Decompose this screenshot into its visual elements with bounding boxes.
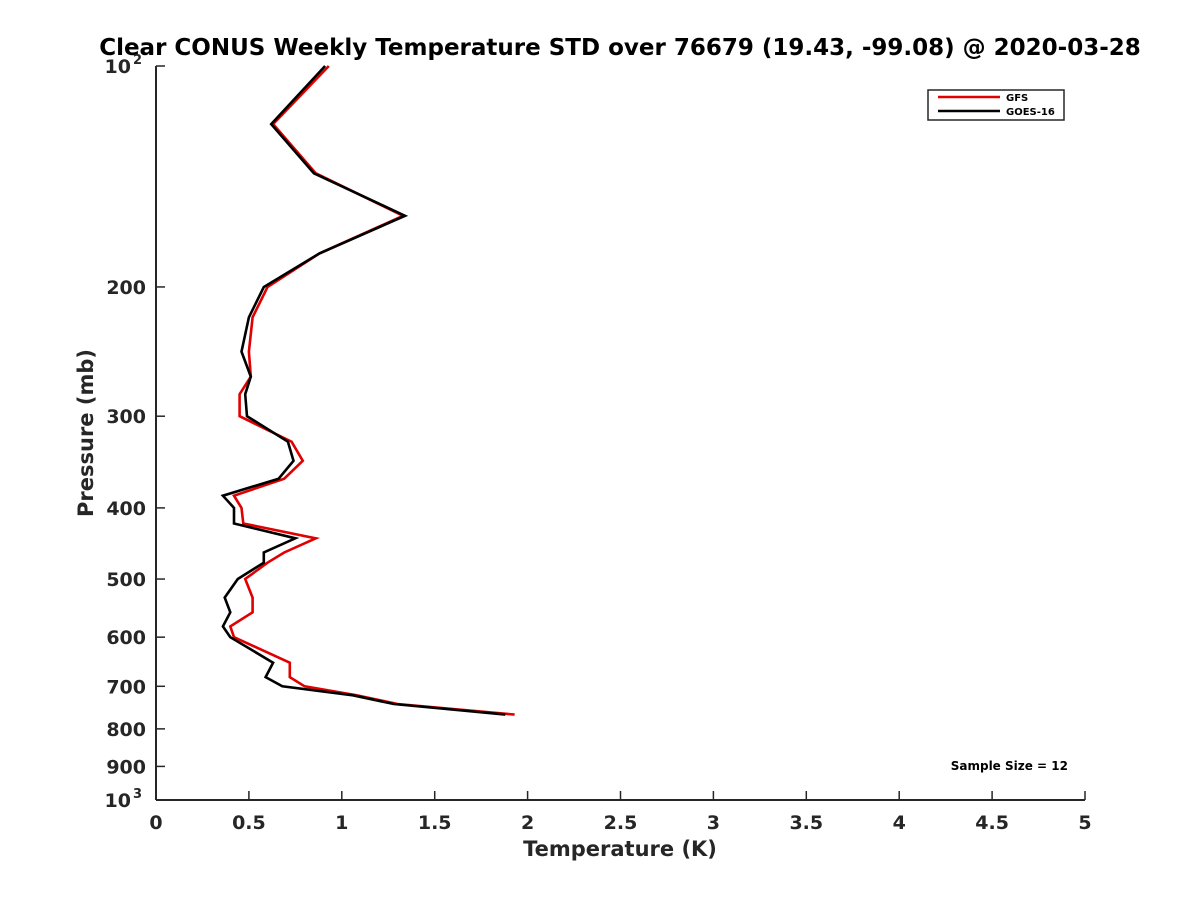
x-tick-label: 2.5 xyxy=(604,812,638,834)
x-tick-label: 3.5 xyxy=(789,812,823,834)
legend: GFS GOES-16 xyxy=(927,89,1065,121)
y-tick-label: 900 xyxy=(106,756,146,778)
x-axis-label: Temperature (K) xyxy=(523,837,717,861)
y-axis-label: Pressure (mb) xyxy=(74,349,98,517)
y-tick-label: 200 xyxy=(106,277,146,299)
x-tick-label: 5 xyxy=(1078,812,1091,834)
legend-label-gfs: GFS xyxy=(1006,93,1028,104)
series-line-goes-16 xyxy=(220,65,506,716)
x-tick-label: 4.5 xyxy=(975,812,1009,834)
legend-label-goes16: GOES-16 xyxy=(1006,107,1055,118)
x-tick-label: 2 xyxy=(521,812,534,834)
y-tick-label: 300 xyxy=(106,406,146,428)
y-tick-label: 800 xyxy=(106,719,146,741)
y-tick-label: 500 xyxy=(106,569,146,591)
y-tick-label: 600 xyxy=(106,627,146,649)
y-tick-exponent: 2 xyxy=(133,53,142,68)
legend-box xyxy=(927,89,1065,121)
x-tick-label: 1 xyxy=(335,812,348,834)
plot-axes xyxy=(155,66,1085,801)
series-line-gfs xyxy=(228,65,515,716)
y-tick-label: 10 xyxy=(105,790,131,812)
sample-size-annotation: Sample Size = 12 xyxy=(951,759,1068,773)
series-lines xyxy=(220,65,515,716)
chart-title: Clear CONUS Weekly Temperature STD over … xyxy=(99,35,1141,61)
x-tick-label: 0 xyxy=(149,812,162,834)
y-tick-exponent: 3 xyxy=(133,787,142,802)
y-tick-label: 400 xyxy=(106,498,146,520)
x-tick-label: 3 xyxy=(707,812,720,834)
x-axis-ticks: 0 0.5 1 1.5 2 2.5 3 3.5 4 4.5 5 xyxy=(149,791,1092,834)
x-tick-label: 0.5 xyxy=(232,812,266,834)
y-tick-label: 10 xyxy=(105,56,131,78)
x-tick-label: 4 xyxy=(893,812,906,834)
y-tick-label: 700 xyxy=(106,676,146,698)
x-tick-label: 1.5 xyxy=(418,812,452,834)
